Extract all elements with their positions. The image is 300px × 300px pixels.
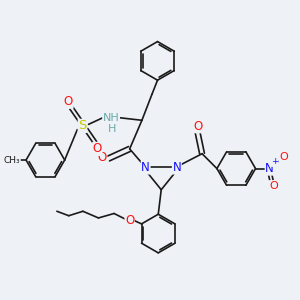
Text: O: O: [125, 214, 134, 227]
Text: N: N: [141, 161, 150, 174]
Text: CH₃: CH₃: [4, 155, 20, 164]
Text: O: O: [98, 151, 107, 164]
Text: O: O: [269, 181, 278, 190]
Text: NH: NH: [103, 113, 119, 123]
Text: S: S: [78, 119, 87, 132]
Text: N: N: [172, 161, 181, 174]
Text: O: O: [279, 152, 288, 162]
Text: +: +: [271, 158, 278, 166]
Text: H: H: [108, 124, 116, 134]
Text: O: O: [193, 120, 202, 133]
Text: N: N: [265, 162, 274, 175]
Text: O: O: [93, 142, 102, 155]
Text: O: O: [64, 95, 73, 108]
